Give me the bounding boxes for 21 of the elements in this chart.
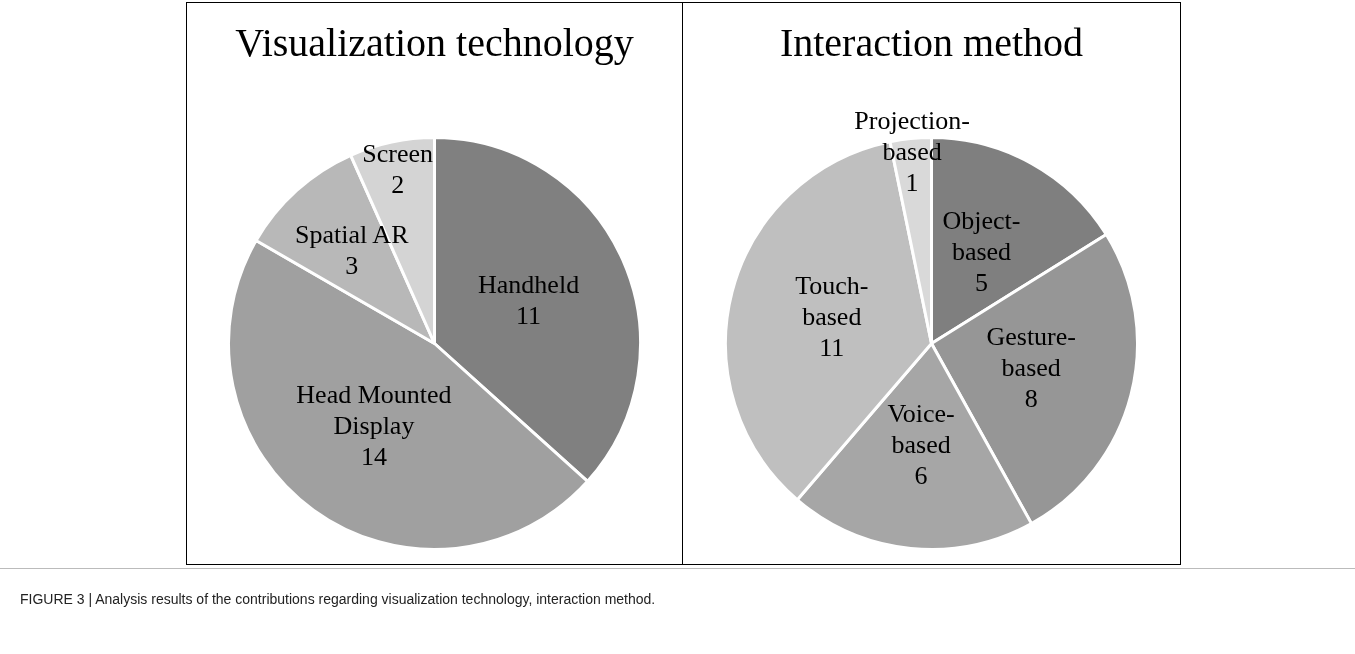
slice-label: Handheld: [478, 269, 580, 299]
data-label: 11: [819, 332, 845, 362]
data-label: 1: [905, 167, 919, 197]
data-label: 8: [1024, 384, 1038, 414]
slice-label: Touch-based: [795, 270, 869, 331]
slice-label: Object-based: [942, 206, 1021, 267]
slice-label: Gesture-based: [986, 322, 1076, 383]
slice-label: Projection-based: [854, 105, 970, 166]
data-label: 11: [516, 300, 542, 330]
chart-title: Interaction method: [778, 19, 1085, 66]
data-label: 6: [914, 460, 928, 490]
data-label: 3: [345, 250, 359, 280]
slice-label: Head Mounted Display: [296, 379, 452, 440]
data-label: 2: [391, 169, 405, 199]
caption: FIGURE 3 | Analysis results of the contributions regarding visualization technology, interaction method.: [20, 591, 656, 607]
chart-title: Visualization technology: [234, 19, 635, 66]
data-label: 5: [974, 268, 988, 298]
data-label: 14: [360, 441, 387, 471]
slice-label: Spatial AR: [295, 219, 410, 249]
slice-label: Voice-based: [887, 398, 955, 459]
slice-label: Screen: [362, 138, 434, 168]
